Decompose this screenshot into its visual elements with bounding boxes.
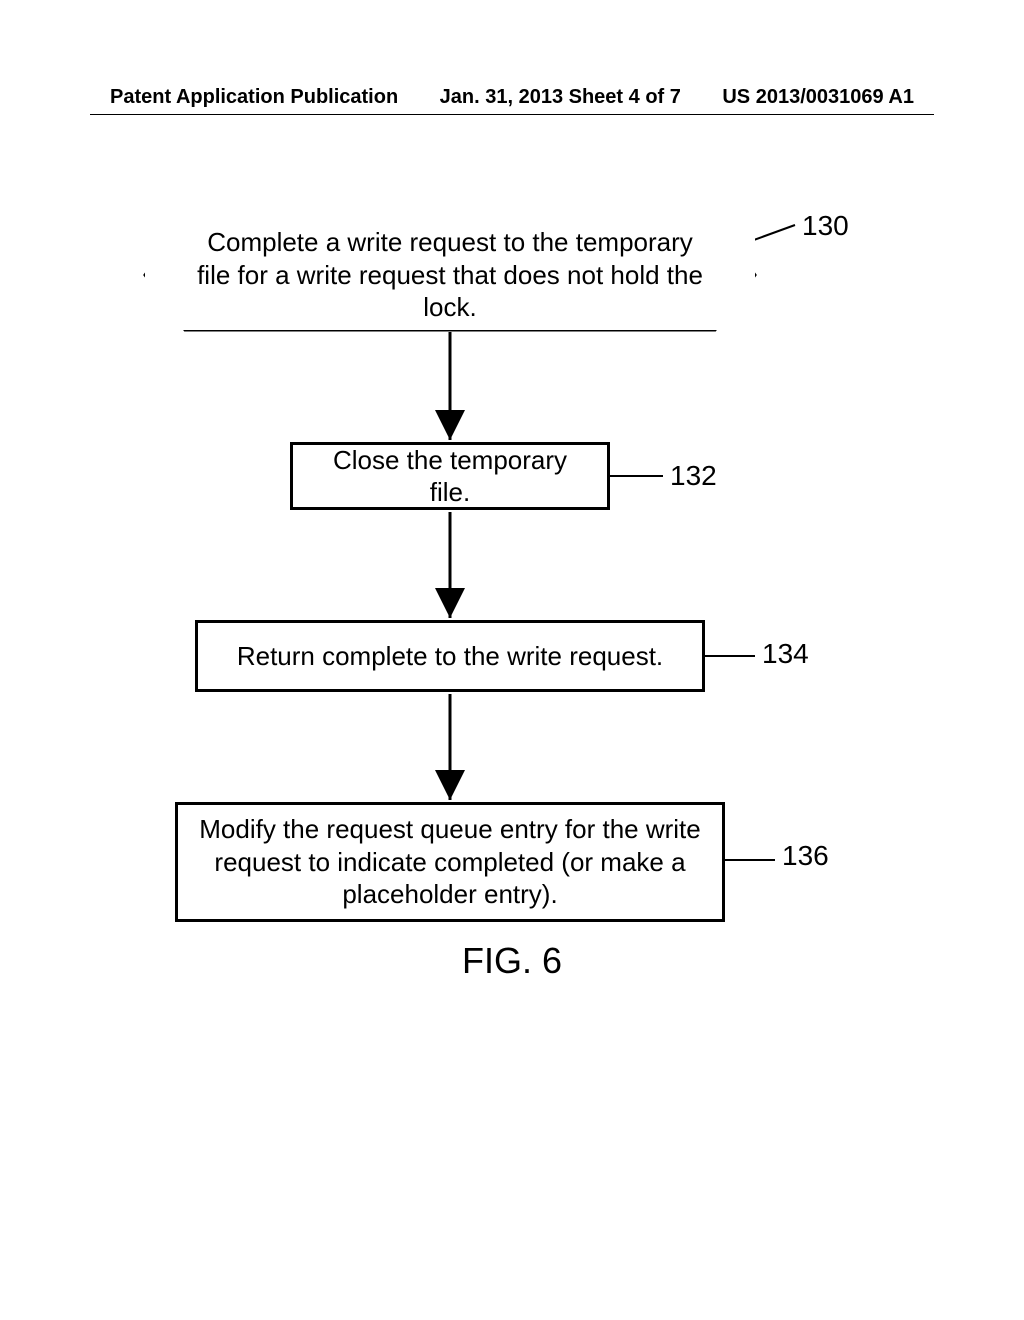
figure-label: FIG. 6 <box>0 940 1024 982</box>
ref-label-136: 136 <box>782 840 829 872</box>
page-header: Patent Application Publication Jan. 31, … <box>0 86 1024 109</box>
flowchart-node-n132: Close the temporary file. <box>290 442 610 510</box>
flowchart-node-n130: Complete a write request to the temporar… <box>145 220 755 330</box>
ref-label-132: 132 <box>670 460 717 492</box>
flowchart-node-n134: Return complete to the write request. <box>195 620 705 692</box>
ref-label-130: 130 <box>802 210 849 242</box>
header-left: Patent Application Publication <box>110 86 398 109</box>
header-right: US 2013/0031069 A1 <box>722 86 914 109</box>
header-divider <box>90 114 934 115</box>
header-center: Jan. 31, 2013 Sheet 4 of 7 <box>440 86 681 109</box>
flowchart-node-n136: Modify the request queue entry for the w… <box>175 802 725 922</box>
ref-label-134: 134 <box>762 638 809 670</box>
